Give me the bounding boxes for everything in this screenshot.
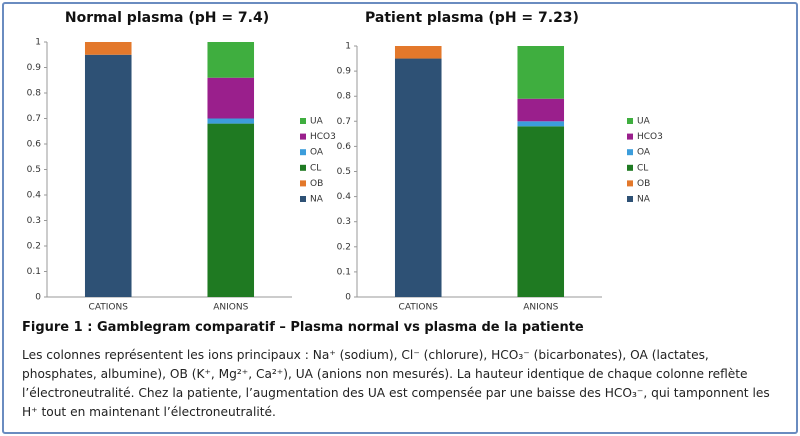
bar-segment [207, 118, 255, 124]
y-tick-label: 0 [345, 293, 351, 303]
y-tick-label: 0.2 [337, 242, 351, 252]
bar-segment [84, 42, 132, 55]
legend-label: CL [310, 163, 321, 173]
legend-swatch [627, 196, 633, 202]
bar-segment [517, 46, 565, 99]
legend-swatch [627, 118, 633, 124]
legend-swatch [627, 133, 633, 140]
x-tick-label: CATIONS [89, 303, 129, 313]
y-tick-label: 0.1 [27, 267, 41, 277]
y-tick-label: 0.6 [27, 140, 42, 150]
legend-swatch [300, 118, 306, 124]
bar-segment [207, 42, 255, 78]
caption-title: Figure 1 : Gamblegram comparatif – Plasm… [22, 320, 584, 335]
chart-title: Normal plasma (pH = 7.4) [65, 10, 269, 26]
y-tick-label: 1 [35, 38, 41, 48]
legend-label: UA [310, 117, 324, 127]
y-tick-label: 0.7 [337, 117, 351, 127]
legend-swatch [627, 149, 633, 156]
bar-segment [207, 77, 255, 119]
x-tick-label: ANIONS [213, 303, 248, 313]
x-tick-label: ANIONS [523, 303, 558, 313]
bar-segment [394, 58, 442, 297]
legend-swatch [300, 180, 306, 187]
bar-segment [207, 123, 255, 297]
legend-swatch [300, 149, 306, 156]
legend-swatch [627, 180, 633, 187]
legend-swatch [300, 164, 306, 171]
y-tick-label: 0.7 [27, 114, 41, 124]
legend-swatch [300, 196, 306, 202]
legend-label: HCO3 [637, 132, 663, 142]
y-tick-label: 0.6 [337, 142, 352, 152]
bar-segment [517, 126, 565, 297]
legend-label: HCO3 [310, 132, 336, 142]
legend-label: OB [310, 179, 323, 189]
bar-segment [84, 54, 132, 297]
x-tick-label: CATIONS [399, 303, 439, 313]
y-tick-label: 0.8 [27, 89, 42, 99]
y-tick-label: 0.3 [27, 216, 41, 226]
chart-title: Patient plasma (pH = 7.23) [365, 10, 579, 26]
y-tick-label: 0.5 [27, 165, 41, 175]
legend-label: OB [637, 179, 650, 189]
bar-segment [394, 46, 442, 59]
bar-segment [517, 121, 565, 127]
legend-label: CL [637, 163, 648, 173]
caption-text: Les colonnes représentent les ions princ… [22, 348, 770, 419]
y-tick-label: 0.9 [27, 63, 42, 73]
y-tick-label: 0.4 [337, 192, 352, 202]
y-tick-label: 0.5 [337, 167, 351, 177]
y-tick-label: 0.8 [337, 92, 352, 102]
y-tick-label: 0.3 [337, 217, 351, 227]
legend-label: NA [637, 195, 651, 205]
bar-segment [517, 98, 565, 122]
y-tick-label: 0 [35, 293, 41, 303]
legend-label: OA [637, 148, 651, 158]
y-tick-label: 0.1 [337, 267, 351, 277]
legend-swatch [300, 133, 306, 140]
y-tick-label: 1 [345, 42, 351, 52]
legend-label: NA [310, 195, 324, 205]
legend-swatch [627, 164, 633, 171]
y-tick-label: 0.2 [27, 242, 41, 252]
y-tick-label: 0.4 [27, 191, 42, 201]
y-tick-label: 0.9 [337, 67, 352, 77]
legend-label: UA [637, 117, 651, 127]
legend-label: OA [310, 148, 324, 158]
charts: Normal plasma (pH = 7.4) 0 0.1 0.2 0.3 0.4 0.5… [27, 10, 663, 313]
